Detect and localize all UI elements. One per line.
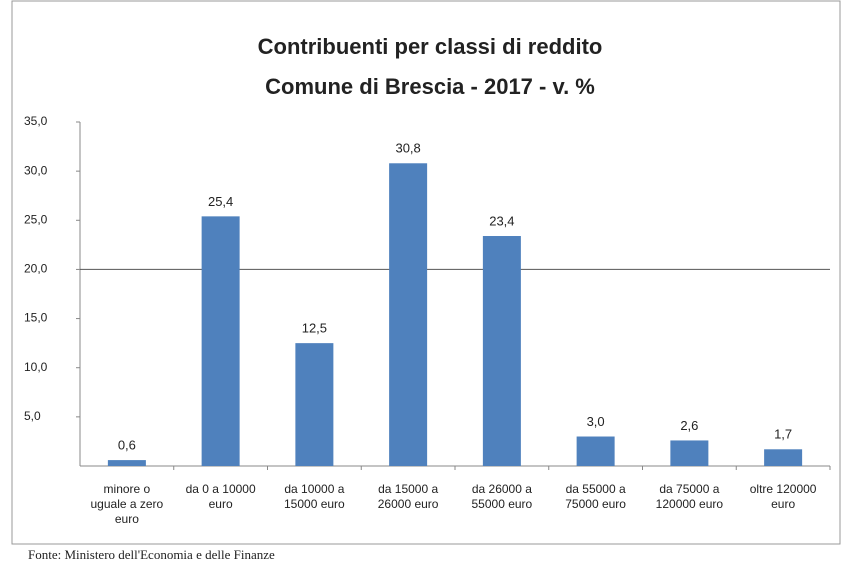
y-tick-label: 20,0	[24, 262, 48, 276]
y-tick-label: 30,0	[24, 163, 48, 177]
x-tick-label: da 0 a 10000 euro	[185, 482, 256, 511]
bar	[295, 343, 334, 466]
x-tick-label: da 55000 a 75000 euro	[565, 482, 626, 511]
x-tick-label: da 75000 a 120000 euro	[655, 482, 724, 511]
y-tick-label: 5,0	[24, 409, 41, 423]
value-label: 3,0	[587, 414, 605, 429]
value-label: 30,8	[395, 141, 420, 156]
chart-subtitle: Comune di Brescia - 2017 - v. %	[265, 74, 595, 99]
x-tick-label-box: da 10000 a 15000 euro	[284, 482, 345, 511]
x-tick-label: oltre 120000 euro	[749, 482, 817, 511]
y-tick-label: 10,0	[24, 360, 48, 374]
value-label: 12,5	[302, 321, 327, 336]
value-label: 23,4	[489, 213, 514, 228]
y-tick-label: 35,0	[24, 114, 48, 128]
bar	[389, 163, 428, 466]
value-label: 25,4	[208, 194, 233, 209]
bar	[482, 236, 521, 466]
y-tick-label: 15,0	[24, 311, 48, 325]
x-tick-label: da 26000 a 55000 euro	[471, 482, 533, 511]
bar	[576, 436, 615, 466]
chart-title: Contribuenti per classi di reddito	[258, 34, 603, 59]
x-tick-label-box: minore o uguale a zero euro	[90, 482, 164, 526]
value-label: 2,6	[680, 418, 698, 433]
value-label: 1,7	[774, 427, 792, 442]
y-tick-label: 25,0	[24, 212, 48, 226]
value-label: 0,6	[118, 438, 136, 453]
x-tick-label-box: da 75000 a 120000 euro	[655, 482, 724, 511]
x-tick-label: minore o uguale a zero euro	[90, 482, 164, 526]
chart-border	[11, 0, 841, 545]
x-tick-label-box: oltre 120000 euro	[749, 482, 817, 511]
bar	[201, 216, 240, 466]
bar	[670, 440, 709, 466]
bar	[107, 460, 146, 466]
x-tick-label-box: da 0 a 10000 euro	[185, 482, 256, 511]
x-tick-label: da 15000 a 26000 euro	[377, 482, 439, 511]
x-tick-label: da 10000 a 15000 euro	[284, 482, 345, 511]
x-tick-label-box: da 15000 a 26000 euro	[377, 482, 439, 511]
bar	[764, 449, 803, 466]
x-tick-label-box: da 26000 a 55000 euro	[471, 482, 533, 511]
x-tick-label-box: da 55000 a 75000 euro	[565, 482, 626, 511]
source-note: Fonte: Ministero dell'Economia e delle F…	[28, 547, 275, 562]
